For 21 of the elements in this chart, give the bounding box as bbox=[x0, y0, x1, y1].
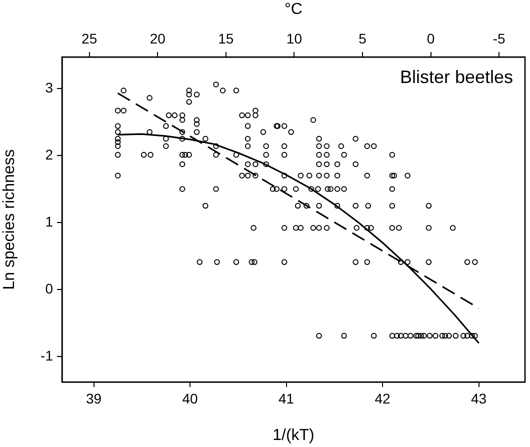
x-tick-label: 41 bbox=[278, 390, 294, 406]
y-axis-title: Ln species richness bbox=[1, 149, 18, 290]
x-tick-label: 42 bbox=[374, 390, 391, 406]
x-axis-title: 1/(kT) bbox=[272, 426, 314, 444]
y-tick-label: 1 bbox=[45, 213, 54, 230]
y-tick-label: 0 bbox=[45, 280, 54, 296]
x2-tick-label: 20 bbox=[150, 30, 166, 46]
y-tick-label: 2 bbox=[45, 146, 54, 162]
x-tick-label: 40 bbox=[182, 390, 198, 406]
x2-tick-label: 25 bbox=[82, 30, 98, 46]
x2-tick-label: 10 bbox=[286, 30, 302, 46]
x2-tick-label: -5 bbox=[492, 30, 506, 46]
y-tick-label: -1 bbox=[40, 347, 54, 364]
y-tick-label: 3 bbox=[45, 79, 54, 96]
x-tick-label: 39 bbox=[86, 390, 102, 406]
annotation: Blister beetles bbox=[400, 66, 513, 87]
x2-axis-title: °C bbox=[284, 1, 302, 18]
x2-tick-label: 0 bbox=[426, 30, 435, 46]
x2-tick-label: 15 bbox=[218, 30, 234, 46]
x2-tick-label: 5 bbox=[358, 30, 367, 46]
x-tick-label: 43 bbox=[471, 390, 487, 406]
